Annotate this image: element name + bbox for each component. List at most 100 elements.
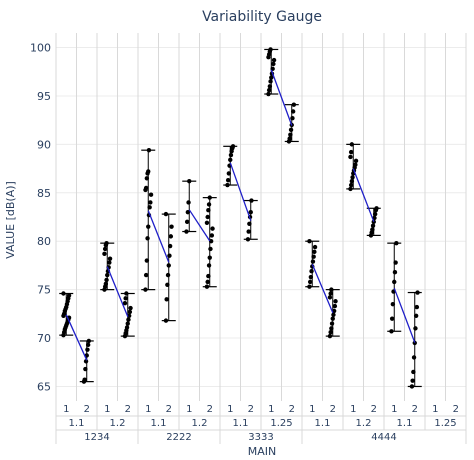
data-point: [307, 279, 313, 285]
data-point: [206, 273, 211, 279]
y-axis: 65 70 75 80 85 90 95 100: [30, 42, 51, 394]
data-point: [102, 251, 107, 256]
x-axis: 1 2 1 2 1 2 1 2 1 2 1 2 1 2 1 2 1 2 1 2 1.1 1.2 1.1 1.2 1.1 1.25 1…: [55, 401, 467, 444]
data-point: [266, 91, 271, 97]
y-tick-label: 95: [37, 90, 51, 103]
data-point: [411, 355, 417, 360]
data-point: [146, 147, 152, 153]
data-point: [348, 154, 353, 160]
data-point: [307, 284, 312, 289]
x-level2-label: 1.1: [69, 418, 85, 429]
data-point: [208, 239, 214, 244]
x-level2-label: 1.1: [315, 418, 331, 429]
data-point: [225, 178, 231, 183]
data-point: [245, 237, 251, 242]
data-point: [330, 316, 335, 321]
data-point: [146, 169, 151, 174]
y-tick-label: 100: [30, 42, 51, 55]
data-point: [86, 338, 92, 344]
data-point: [225, 182, 230, 188]
data-point: [166, 263, 171, 268]
data-point: [123, 296, 128, 301]
data-point: [124, 325, 130, 330]
data-point: [61, 291, 66, 296]
data-point: [85, 347, 90, 352]
data-point: [248, 209, 253, 215]
data-point: [148, 192, 154, 197]
data-point: [83, 366, 88, 372]
data-point: [392, 270, 398, 275]
x-level1-label: 1: [63, 404, 69, 415]
y-tick-label: 65: [37, 380, 51, 393]
data-point: [144, 258, 150, 263]
data-point: [266, 87, 272, 93]
data-point: [163, 211, 169, 217]
data-point: [290, 109, 296, 114]
x-level3-label: 3333: [248, 432, 273, 443]
data-point: [390, 301, 396, 307]
data-point: [167, 253, 172, 258]
data-point: [143, 287, 148, 292]
data-point: [128, 305, 133, 311]
data-point: [208, 246, 213, 252]
data-point: [312, 249, 317, 255]
x-level1-label: 2: [289, 404, 295, 415]
data-point: [126, 317, 131, 322]
data-point: [287, 136, 292, 141]
x-level1-label: 1: [227, 404, 233, 415]
mean-line: [188, 209, 211, 242]
data-point: [228, 157, 233, 163]
data-point: [271, 57, 277, 63]
data-point: [414, 304, 420, 310]
data-point: [146, 224, 151, 229]
x-level1-label: 2: [207, 404, 213, 415]
x-axis-label: MAIN: [248, 445, 277, 458]
mean-line: [352, 168, 375, 222]
data-point: [312, 244, 318, 250]
data-point: [228, 152, 234, 158]
data-point: [372, 211, 378, 217]
data-point: [288, 132, 293, 137]
x-level1-label: 2: [330, 404, 336, 415]
data-point: [82, 377, 87, 382]
data-point: [104, 277, 109, 283]
data-point: [207, 195, 212, 200]
data-point: [126, 313, 132, 318]
x-level2-label: 1.1: [151, 418, 167, 429]
x-level1-label: 2: [84, 404, 90, 415]
data-point: [145, 236, 150, 241]
data-point: [332, 303, 338, 309]
plot-area: [59, 47, 422, 389]
data-point: [125, 321, 130, 326]
data-point: [246, 229, 251, 234]
y-tick-label: 70: [37, 332, 51, 345]
data-point: [107, 260, 112, 265]
data-point: [329, 287, 334, 292]
data-point: [103, 281, 109, 287]
data-point: [371, 219, 376, 225]
data-point: [288, 127, 294, 133]
data-point: [226, 171, 232, 176]
data-point: [394, 240, 399, 246]
data-point: [267, 84, 273, 89]
data-point: [144, 176, 150, 181]
x-level3-label: 2222: [166, 432, 191, 443]
data-point: [413, 313, 419, 318]
data-point: [169, 224, 174, 229]
x-level2-label: 1.2: [110, 418, 126, 429]
x-level1-label: 1: [268, 404, 274, 415]
y-tick-label: 85: [37, 187, 51, 200]
data-point: [210, 226, 215, 231]
x-level1-label: 2: [371, 404, 377, 415]
data-point: [206, 263, 212, 268]
data-point: [206, 208, 211, 213]
data-point: [353, 162, 358, 167]
data-point: [204, 220, 210, 226]
y-tick-label: 80: [37, 235, 51, 248]
x-level1-label: 2: [453, 404, 459, 415]
y-tick-label: 75: [37, 284, 51, 297]
data-point: [205, 214, 210, 220]
data-point: [127, 309, 133, 315]
data-point: [348, 149, 354, 155]
data-point: [85, 342, 91, 348]
